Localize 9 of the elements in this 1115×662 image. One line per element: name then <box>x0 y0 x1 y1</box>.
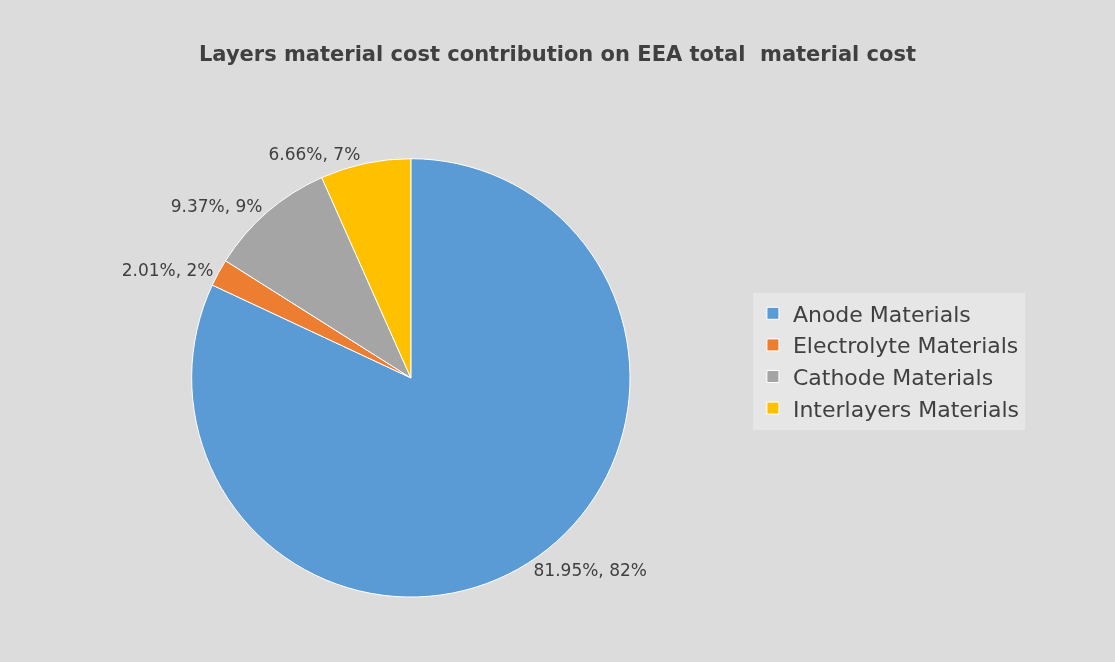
legend-label: Interlayers Materials <box>792 396 1020 422</box>
legend-label: Electrolyte Materials <box>792 333 1019 359</box>
data-label: 2.01%, 2% <box>121 260 214 281</box>
data-label: 6.66%, 7% <box>268 143 361 164</box>
data-label: 9.37%, 9% <box>170 196 263 217</box>
data-label: 81.95%, 82% <box>533 559 647 580</box>
legend-label: Cathode Materials <box>792 365 994 391</box>
chart-title: Layers material cost contribution on EEA total material cost <box>198 42 917 67</box>
legend-label: Anode Materials <box>792 301 971 327</box>
